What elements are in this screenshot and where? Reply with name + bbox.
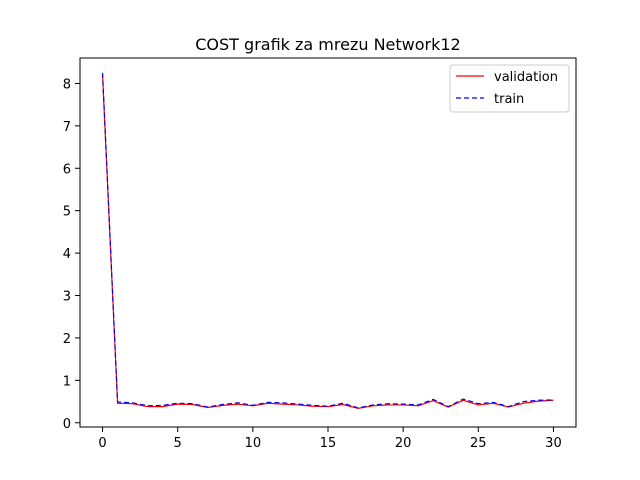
x-tick-label: 15 — [320, 436, 337, 451]
legend-box — [449, 64, 570, 113]
y-tick-label: 1 — [63, 374, 71, 389]
x-tick-label: 0 — [98, 436, 106, 451]
plot-frame — [79, 57, 577, 428]
series-layer — [101, 72, 554, 409]
x-tick-label: 5 — [174, 436, 182, 451]
series-line-train — [101, 72, 554, 409]
y-tick-label: 4 — [63, 247, 71, 262]
y-tick-label: 8 — [63, 77, 71, 92]
x-tick-label: 20 — [395, 436, 412, 451]
x-tick-label: 25 — [470, 436, 487, 451]
legend-label-train: train — [494, 92, 524, 107]
x-tick-label: 10 — [245, 436, 262, 451]
legend-label-validation: validation — [494, 70, 558, 85]
legend: validation train — [449, 64, 570, 113]
chart-title: COST grafik za mrezu Network12 — [195, 35, 460, 54]
y-tick-label: 3 — [63, 290, 71, 305]
x-tick-label: 30 — [545, 436, 562, 451]
series-line-validation — [101, 74, 554, 409]
axis-layer: 0 5 10 15 20 25 30 0 1 2 3 4 5 6 7 8 — [63, 77, 562, 451]
y-tick-label: 5 — [63, 205, 71, 220]
y-tick-label: 6 — [63, 162, 71, 177]
y-tick-label: 0 — [63, 417, 71, 432]
y-tick-label: 7 — [63, 120, 71, 135]
y-tick-label: 2 — [63, 332, 71, 347]
